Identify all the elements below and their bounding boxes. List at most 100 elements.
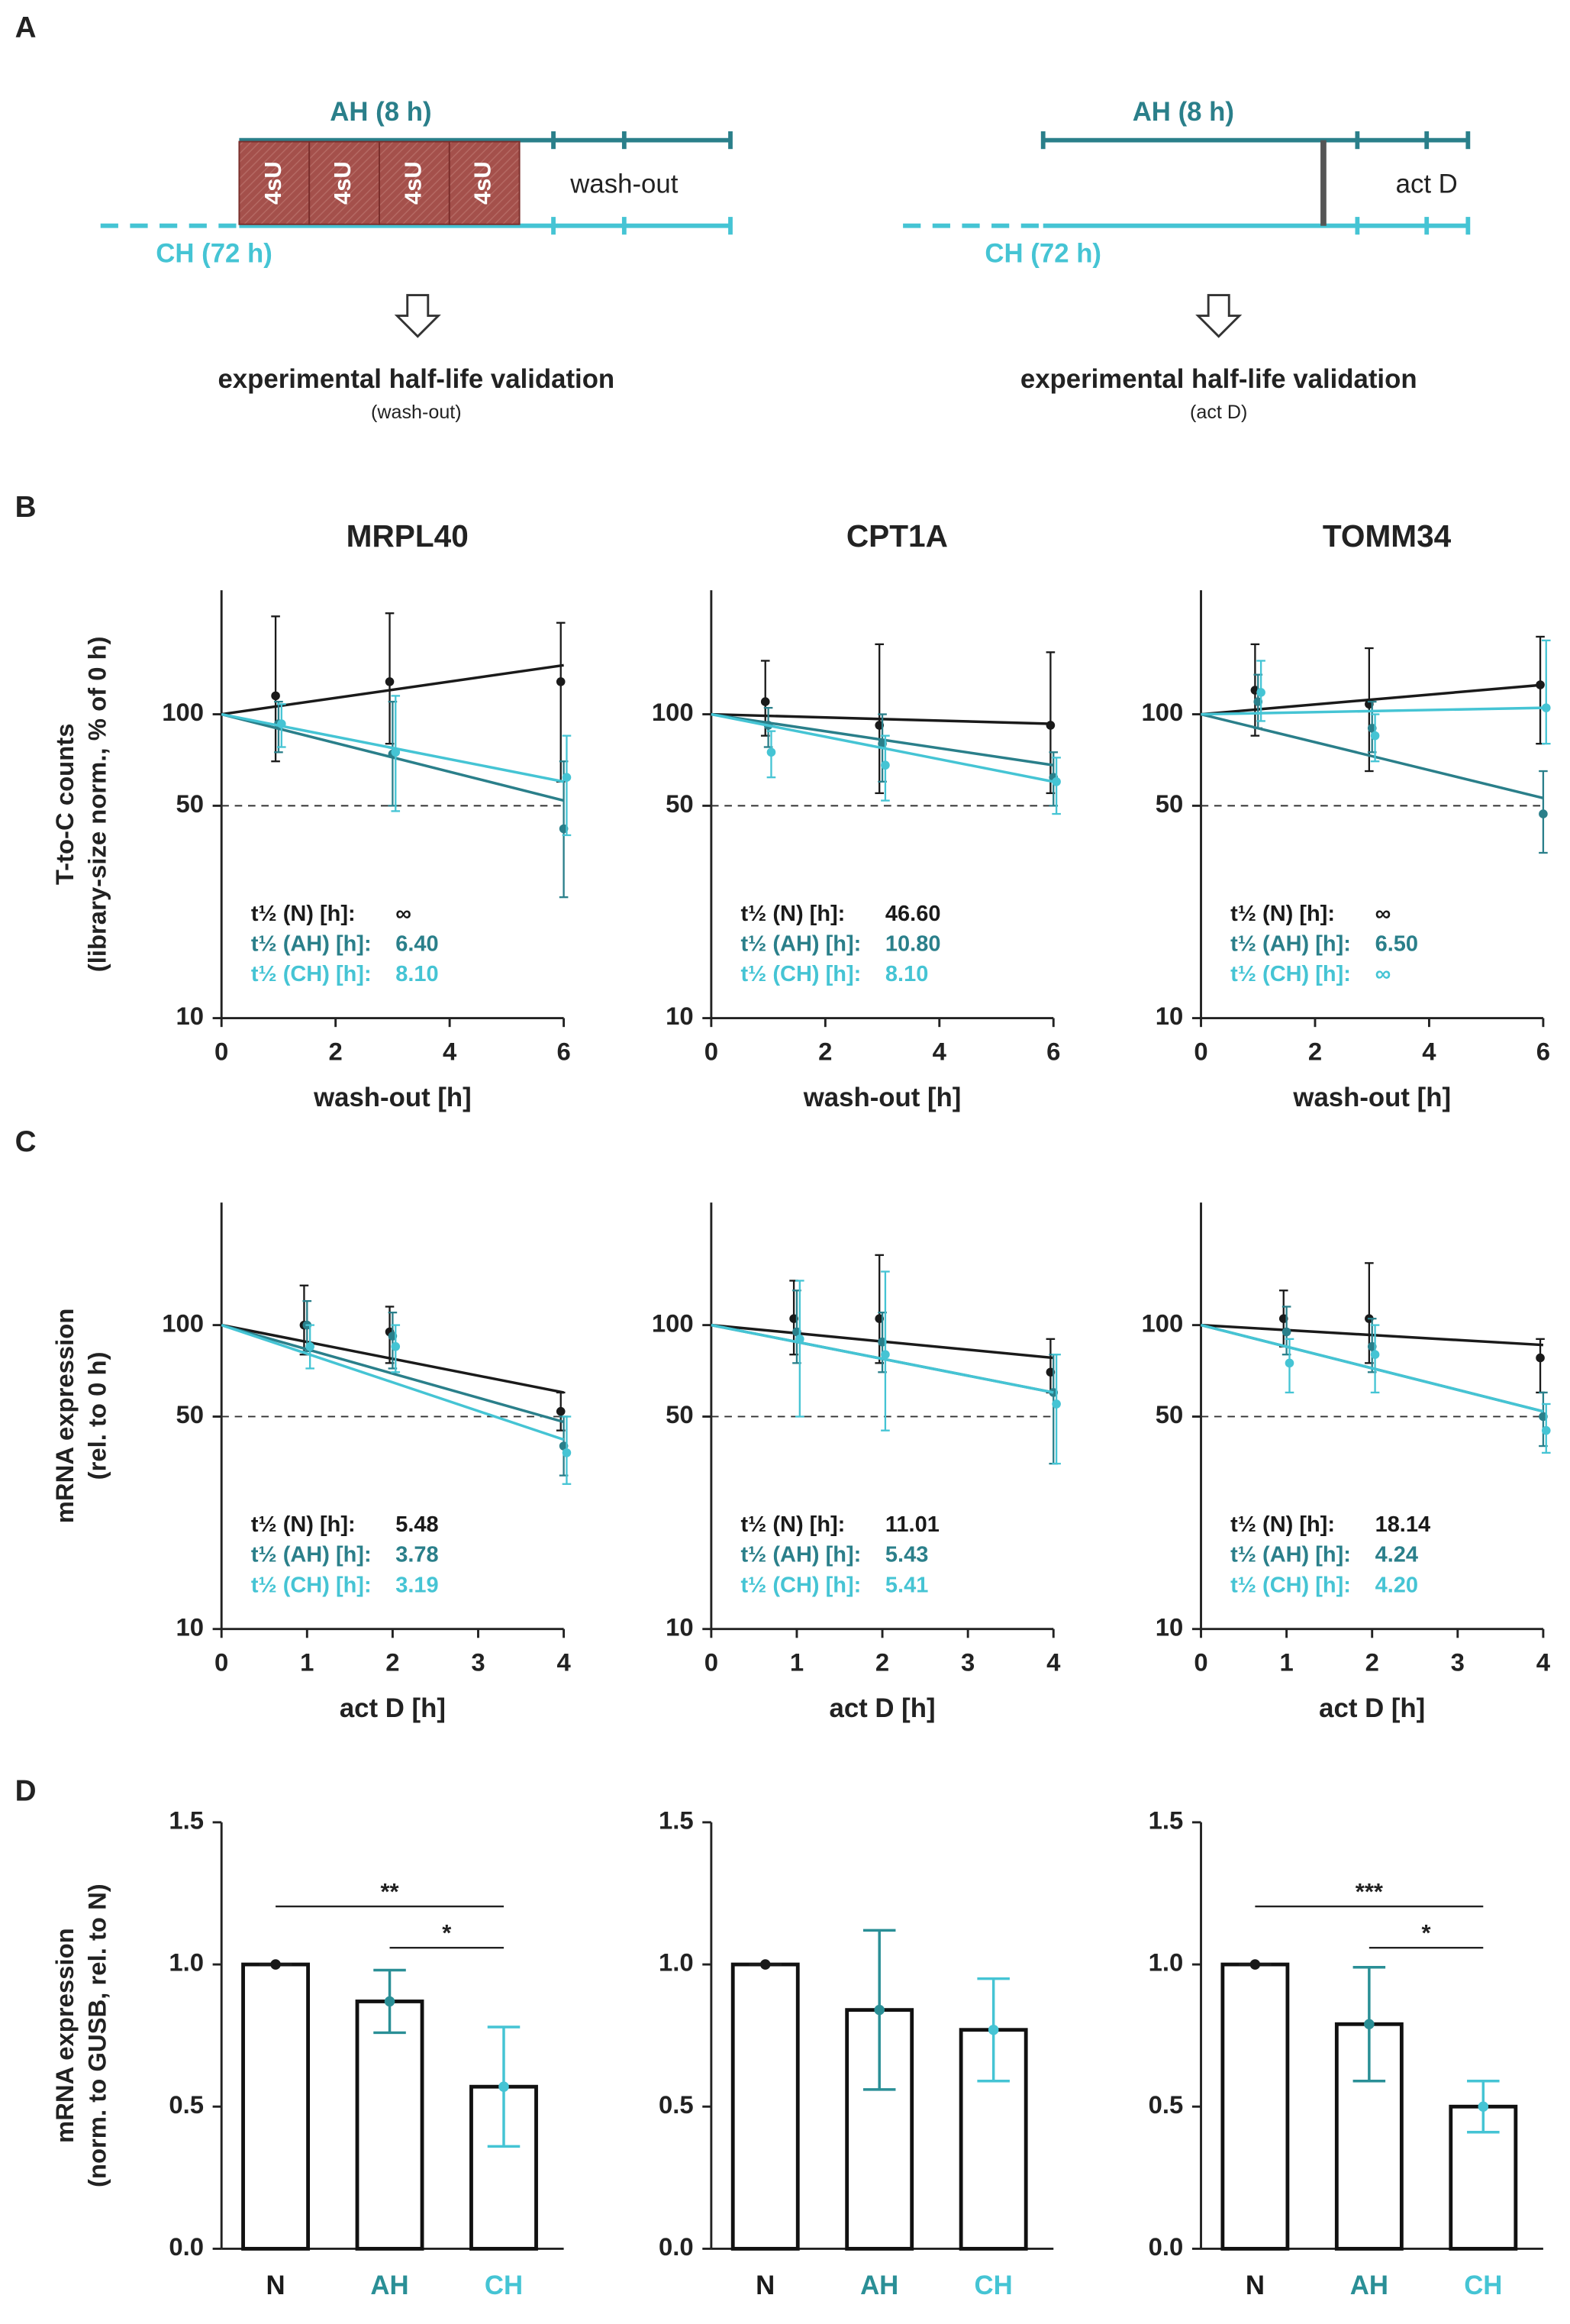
- panel-label: B: [15, 491, 37, 524]
- x-tick-label: 4: [1046, 1648, 1061, 1677]
- y-tick-label: 1.0: [1149, 1948, 1184, 1977]
- fit-line: [711, 712, 1054, 783]
- x-axis-label: act D [h]: [1319, 1694, 1425, 1723]
- x-tick-label: 0: [1194, 1648, 1207, 1677]
- chart-title: TOMM34: [1323, 518, 1452, 554]
- bar: [355, 2000, 424, 2251]
- x-tick-label: 3: [961, 1648, 975, 1677]
- x-tick-label: 2: [818, 1038, 832, 1066]
- caption: experimental half-life validation: [218, 365, 614, 394]
- y-tick-label: 100: [1142, 1309, 1184, 1337]
- pulse-label: 4sU: [260, 161, 286, 205]
- half-life-value: 10.80: [885, 932, 941, 957]
- y-tick-label: 1.0: [169, 1948, 204, 1977]
- x-tick-label: 4: [933, 1038, 947, 1066]
- point: [1256, 688, 1265, 697]
- bar-mean: [988, 2024, 999, 2035]
- point: [385, 677, 395, 686]
- point: [1541, 1425, 1551, 1435]
- panel-label: C: [15, 1125, 37, 1158]
- x-tick-label: 4: [1422, 1038, 1436, 1066]
- x-tick-label: 2: [1365, 1648, 1379, 1677]
- half-life-label: t½ (N) [h]:: [251, 902, 356, 926]
- bar-mean: [759, 1959, 771, 1970]
- half-life-value: 11.01: [885, 1512, 940, 1537]
- ah-label: AH (8 h): [1133, 98, 1234, 127]
- x-tick-label: N: [756, 2271, 775, 2300]
- y-tick-label: 100: [162, 1309, 204, 1337]
- fit-line: [711, 1323, 1054, 1394]
- x-tick-label: 2: [329, 1038, 343, 1066]
- fit-line: [1201, 706, 1543, 716]
- half-life-label: t½ (N) [h]:: [741, 902, 846, 926]
- x-tick-label: 6: [1046, 1038, 1060, 1066]
- x-tick-label: 3: [471, 1648, 485, 1677]
- y-tick-label: 0.5: [1149, 2090, 1184, 2119]
- bar-mean: [384, 1996, 395, 2007]
- panel-label: D: [15, 1774, 37, 1807]
- x-tick-label: AH: [860, 2271, 898, 2300]
- x-tick-label: 1: [1279, 1648, 1293, 1677]
- x-tick-label: 4: [1536, 1648, 1551, 1677]
- y-tick-label: 0.0: [659, 2232, 694, 2261]
- half-life-value: 3.19: [395, 1573, 438, 1597]
- point: [1370, 731, 1380, 741]
- y-tick-label: 1.5: [659, 1806, 694, 1835]
- x-tick-label: 1: [300, 1648, 314, 1677]
- half-life-value: ∞: [1375, 962, 1391, 986]
- y-tick-label: 1.5: [1149, 1806, 1184, 1835]
- bar-mean: [874, 2004, 885, 2016]
- y-tick-label: 1.5: [169, 1806, 204, 1835]
- ch-label: CH (72 h): [156, 240, 272, 269]
- y-tick-label: 1.0: [659, 1948, 694, 1977]
- chart-title: CPT1A: [846, 518, 948, 554]
- y-tick-label: 50: [1156, 789, 1184, 818]
- half-life-value: 6.40: [395, 932, 438, 957]
- significance-label: **: [381, 1878, 399, 1905]
- phase-label: wash-out: [569, 170, 678, 199]
- pulse-box: [238, 140, 311, 225]
- x-tick-label: 2: [1308, 1038, 1322, 1066]
- point: [795, 1335, 804, 1344]
- half-life-label: t½ (N) [h]:: [1230, 902, 1335, 926]
- half-life-label: t½ (CH) [h]:: [251, 1573, 372, 1597]
- x-axis-label: wash-out [h]: [1292, 1083, 1451, 1112]
- x-tick-label: 2: [385, 1648, 399, 1677]
- x-tick-label: CH: [1464, 2271, 1502, 2300]
- half-life-value: 5.43: [885, 1543, 928, 1567]
- point: [1285, 1358, 1294, 1368]
- x-tick-label: 3: [1451, 1648, 1465, 1677]
- half-life-label: t½ (CH) [h]:: [1230, 1573, 1351, 1597]
- y-tick-label: 100: [652, 698, 694, 726]
- point: [305, 1341, 314, 1351]
- subcaption: (wash-out): [371, 402, 462, 423]
- point: [760, 697, 770, 706]
- bar-mean: [1478, 2101, 1489, 2113]
- half-life-label: t½ (N) [h]:: [1230, 1512, 1335, 1537]
- y-axis-label: (rel. to 0 h): [82, 1351, 111, 1480]
- x-tick-label: CH: [975, 2271, 1013, 2300]
- half-life-label: t½ (AH) [h]:: [1230, 1543, 1351, 1567]
- x-tick-label: 0: [214, 1648, 228, 1677]
- x-tick-label: 4: [443, 1038, 457, 1066]
- half-life-label: t½ (N) [h]:: [741, 1512, 846, 1537]
- x-tick-label: 0: [704, 1648, 718, 1677]
- subcaption: (act D): [1190, 402, 1247, 423]
- significance-label: ***: [1356, 1878, 1383, 1905]
- pulse-label: 4sU: [469, 161, 495, 205]
- y-tick-label: 10: [176, 1002, 204, 1030]
- y-tick-label: 10: [176, 1612, 204, 1641]
- point: [1536, 1353, 1545, 1363]
- point: [562, 773, 572, 782]
- panel-label: A: [15, 11, 37, 44]
- point: [1539, 809, 1548, 818]
- x-tick-label: 0: [214, 1038, 228, 1066]
- y-tick-label: 100: [652, 1309, 694, 1337]
- half-life-label: t½ (AH) [h]:: [741, 932, 862, 957]
- point: [1052, 1399, 1061, 1409]
- half-life-value: 8.10: [395, 962, 438, 986]
- y-tick-label: 0.5: [659, 2090, 694, 2119]
- y-tick-label: 50: [666, 1400, 694, 1428]
- y-tick-label: 100: [1142, 698, 1184, 726]
